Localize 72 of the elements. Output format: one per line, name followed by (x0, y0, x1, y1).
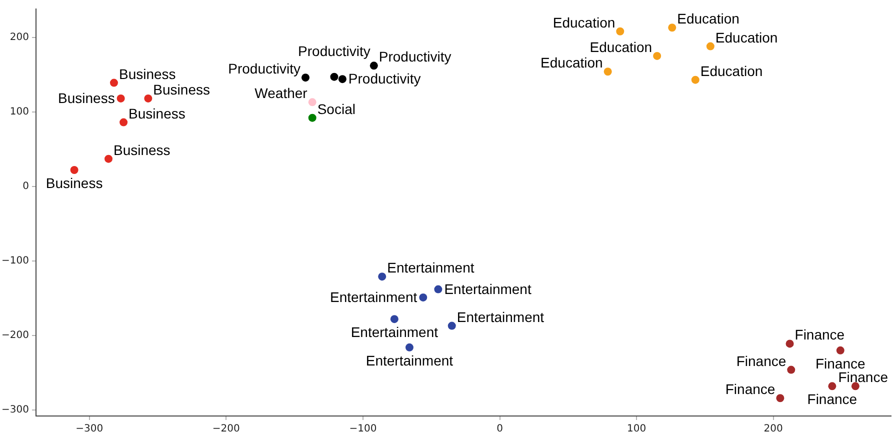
data-label: Productivity (298, 42, 370, 59)
x-tick-label: −200 (212, 424, 240, 435)
point (776, 394, 784, 402)
point (604, 68, 612, 76)
point (434, 285, 442, 294)
point (104, 154, 113, 163)
data-label: Business (153, 81, 210, 98)
point (668, 24, 676, 32)
point (301, 74, 310, 82)
point (851, 382, 860, 390)
data-label: Business (118, 66, 176, 82)
point (706, 42, 714, 50)
data-label: Finance (807, 391, 858, 408)
data-label: Productivity (348, 70, 421, 87)
data-label: Finance (736, 352, 786, 369)
data-label: Business (46, 175, 103, 192)
data-label: Education (715, 29, 778, 46)
y-tick-label: −300 (2, 404, 29, 416)
point (653, 52, 662, 60)
data-label: Business (114, 142, 170, 158)
point (70, 166, 78, 174)
point (448, 322, 456, 330)
data-label: Education (700, 62, 763, 79)
point (691, 76, 700, 84)
point (338, 75, 346, 84)
data-label: Business (128, 105, 186, 122)
data-label: Productivity (228, 60, 300, 77)
data-label: Entertainment (444, 280, 532, 297)
point (405, 343, 414, 352)
y-tick-label: 200 (10, 32, 29, 43)
point (120, 118, 128, 126)
point (116, 94, 125, 102)
point (378, 272, 386, 281)
data-label: Entertainment (387, 260, 474, 276)
data-label: Education (540, 54, 603, 71)
data-label: Social (317, 100, 356, 117)
point (308, 98, 316, 106)
x-tick-label: 100 (627, 424, 646, 435)
data-label: Finance (815, 355, 866, 372)
x-tick-label: 200 (764, 424, 783, 435)
x-tick-label: −100 (349, 424, 377, 435)
y-tick-label: −100 (2, 256, 29, 267)
data-label: Entertainment (350, 324, 438, 340)
point (836, 346, 844, 354)
point (308, 114, 316, 122)
y-tick-label: 100 (10, 106, 29, 118)
x-tick-label: −300 (76, 424, 104, 435)
y-tick-label: 0 (22, 181, 29, 192)
data-label: Entertainment (330, 288, 418, 305)
point (144, 94, 152, 102)
point (828, 382, 836, 390)
data-label: Finance (838, 369, 888, 386)
point (787, 366, 796, 374)
point (370, 62, 378, 70)
data-label: Education (677, 10, 740, 27)
point (390, 315, 398, 324)
point (110, 78, 118, 87)
point (330, 72, 338, 81)
data-label: Education (590, 38, 652, 55)
data-label: Weather (254, 85, 308, 102)
data-label: Finance (725, 381, 776, 398)
data-label: Entertainment (366, 352, 454, 368)
data-label: Business (58, 90, 115, 106)
data-label: Entertainment (456, 308, 544, 325)
point (419, 293, 428, 302)
data-label: Finance (794, 326, 845, 343)
point (786, 340, 794, 348)
point (616, 27, 624, 36)
data-label: Education (552, 14, 616, 30)
x-tick-label: 0 (496, 424, 503, 435)
data-label: Productivity (378, 48, 452, 65)
y-tick-label: −200 (2, 330, 29, 342)
